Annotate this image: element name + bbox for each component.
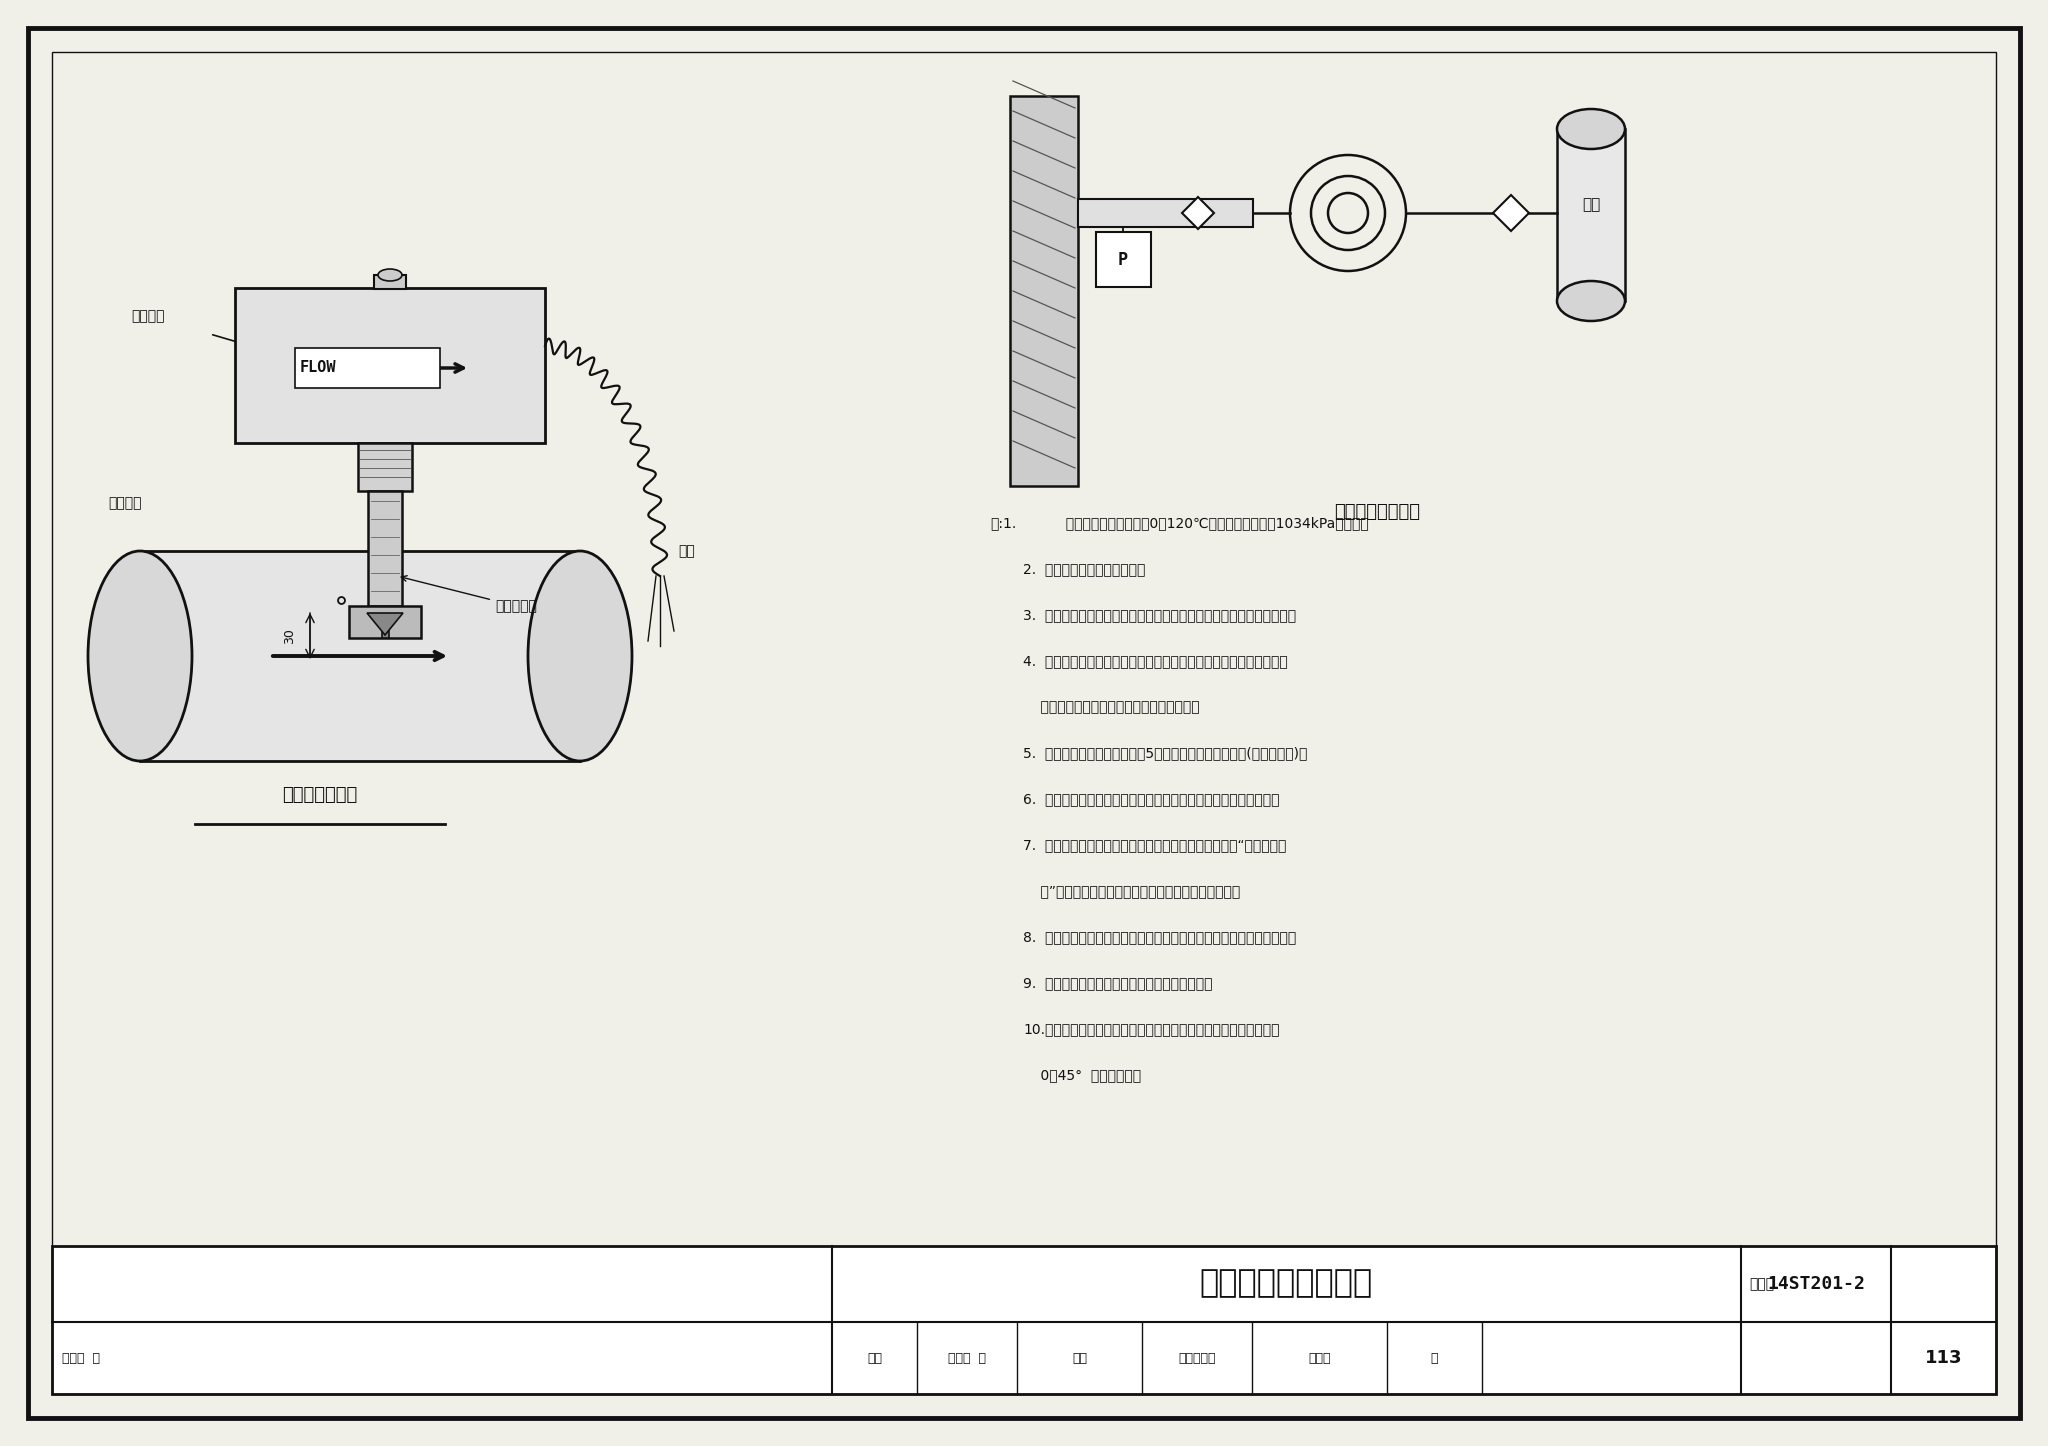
- Text: 9.  水管压力传感器应安装在低于测压点的位置。: 9. 水管压力传感器应安装在低于测压点的位置。: [1024, 976, 1212, 991]
- Text: 7.  在将水流开关拧入连接头时，最后应使水流开关上的“水流方向贴: 7. 在将水流开关拧入连接头时，最后应使水流开关上的“水流方向贴: [1024, 839, 1286, 852]
- Text: 6.  应安装于水平管道，如安装于垂直管道，则水流必须自下向上。: 6. 应安装于水平管道，如安装于垂直管道，则水流必须自下向上。: [1024, 792, 1280, 805]
- Text: 14ST201-2: 14ST201-2: [1767, 1275, 1866, 1293]
- Text: 10.水管压力传感器的测压点应在管道的下半部与管道水平中心线成: 10.水管压力传感器的测压点应在管道的下半部与管道水平中心线成: [1024, 1022, 1280, 1035]
- Bar: [1556, 129, 1624, 301]
- Text: 不锈锂叶片: 不锈锂叶片: [401, 576, 537, 613]
- Polygon shape: [1493, 195, 1530, 231]
- Ellipse shape: [528, 551, 633, 761]
- Text: 适用于流体温度范围为0～120℃，最高液体压力为1034kPa的场合。: 适用于流体温度范围为0～120℃，最高液体压力为1034kPa的场合。: [1057, 516, 1368, 531]
- Text: 校对周  静: 校对周 静: [948, 1352, 985, 1365]
- Text: 水管压差传感器安装: 水管压差传感器安装: [1200, 1268, 1372, 1300]
- Polygon shape: [367, 613, 403, 635]
- Bar: [358, 442, 412, 492]
- Text: 水流方向: 水流方向: [131, 309, 164, 322]
- Bar: [383, 620, 389, 638]
- Text: 30: 30: [283, 628, 297, 643]
- Text: 2.  不得使用于会结冰的管道。: 2. 不得使用于会结冰的管道。: [1024, 562, 1145, 576]
- Bar: [51, 1246, 1997, 1394]
- Text: 4.  叶片大小是可以剪切调整的，为保证水流开关正常探测水流状态，: 4. 叶片大小是可以剪切调整的，为保证水流开关正常探测水流状态，: [1024, 654, 1288, 668]
- Text: 水流开关安装图: 水流开关安装图: [283, 787, 358, 804]
- Text: 液体: 液体: [1581, 198, 1599, 213]
- Text: 113: 113: [1925, 1349, 1962, 1366]
- Text: P: P: [1118, 252, 1128, 269]
- Ellipse shape: [379, 269, 401, 281]
- Text: 闫祥: 闫祥: [1071, 1352, 1087, 1365]
- Text: 严赞斌: 严赞斌: [1309, 1352, 1331, 1365]
- Text: FLOW: FLOW: [299, 360, 336, 376]
- Polygon shape: [1182, 197, 1214, 228]
- Text: 图集号: 图集号: [1749, 1277, 1774, 1291]
- Text: 标”与水管平行，以保证水流开关的簧片垂直于水流。: 标”与水管平行，以保证水流开关的簧片垂直于水流。: [1024, 884, 1241, 898]
- Ellipse shape: [88, 551, 193, 761]
- Text: 审核李  萌: 审核李 萌: [61, 1352, 100, 1365]
- Text: 设计严赞斌: 设计严赞斌: [1178, 1352, 1217, 1365]
- Text: 5.  应保证其安装位置前后各有5倍管径长度的直管段距离(无任何管件)。: 5. 应保证其安装位置前后各有5倍管径长度的直管段距离(无任何管件)。: [1024, 746, 1307, 761]
- Bar: [375, 275, 406, 289]
- Text: 注:1.: 注:1.: [989, 516, 1016, 531]
- Text: 电缆: 电缆: [678, 544, 694, 558]
- Text: 8.  安装时先将连接头用堵头堵死，待水路清洗干净后再安装水流开关。: 8. 安装时先将连接头用堵头堵死，待水路清洗干净后再安装水流开关。: [1024, 930, 1296, 944]
- Bar: [369, 492, 401, 606]
- Text: 3.  叶片安装是叠加的，即使用大的叶片时，应同小号的叶片叠在一起。: 3. 叶片安装是叠加的，即使用大的叶片时，应同小号的叶片叠在一起。: [1024, 607, 1296, 622]
- Text: 李菁: 李菁: [866, 1352, 883, 1365]
- Text: 叶片不得与管道或管道中其他障碍物接触。: 叶片不得与管道或管道中其他障碍物接触。: [1024, 700, 1200, 714]
- Ellipse shape: [1556, 281, 1624, 321]
- Bar: [139, 551, 580, 761]
- Text: 水流方向: 水流方向: [109, 496, 141, 510]
- Text: 压力传感器安装图: 压力传感器安装图: [1333, 503, 1419, 521]
- Bar: [1077, 200, 1253, 227]
- Bar: [295, 348, 440, 388]
- Bar: [236, 288, 545, 442]
- Text: 0～45°  夹角范围内。: 0～45° 夹角范围内。: [1024, 1069, 1141, 1082]
- Ellipse shape: [1556, 108, 1624, 149]
- Bar: [1010, 95, 1077, 486]
- Bar: [348, 606, 422, 638]
- Text: 页: 页: [1432, 1352, 1438, 1365]
- Bar: [1096, 231, 1151, 286]
